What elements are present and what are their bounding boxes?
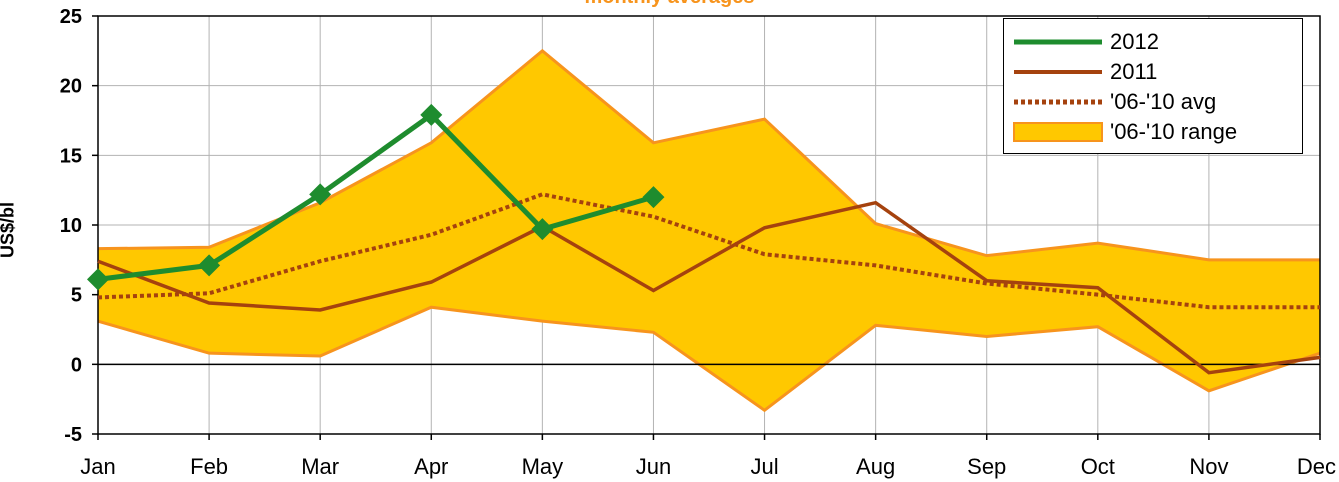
legend-item-range: '06-'10 range: [1012, 117, 1237, 147]
legend-swatch-range: [1013, 122, 1103, 142]
y-tick-label: 20: [60, 76, 82, 98]
legend-swatch-avg: [1014, 99, 1102, 105]
x-tick-label: Sep: [967, 454, 1006, 479]
x-tick-label: Feb: [190, 454, 228, 479]
chart-title: monthly averages: [0, 0, 1339, 9]
series-line-2012: [97, 111, 655, 282]
legend-label-avg: '06-'10 avg: [1110, 89, 1217, 114]
series-point-2012: [420, 103, 443, 126]
x-tick-label: Nov: [1189, 454, 1228, 479]
x-tick-label: Oct: [1081, 454, 1115, 479]
series-point-2012: [198, 254, 221, 277]
series-line-avg: [97, 192, 1320, 310]
legend: 2012 2011 '06-'10 avg '06-'10 range: [1003, 18, 1303, 154]
legend-item-2011: 2011: [1012, 57, 1157, 87]
x-tick-label: Dec: [1297, 454, 1336, 479]
legend-item-2012: 2012: [1012, 27, 1159, 57]
series-point-2012: [87, 268, 109, 291]
x-tick-label: Jun: [636, 454, 671, 479]
y-tick-label: -5: [64, 424, 82, 446]
y-tick-label: 10: [60, 215, 82, 237]
y-tick-label: 0: [71, 354, 82, 376]
legend-item-avg: '06-'10 avg: [1012, 87, 1216, 117]
y-tick-label: 25: [60, 6, 82, 28]
x-tick-label: Aug: [856, 454, 895, 479]
x-tick-label: Jul: [750, 454, 778, 479]
range-band-low-edge: [97, 305, 1321, 413]
range-band-high-edge: [97, 48, 1320, 262]
x-tick-label: Jan: [80, 454, 115, 479]
x-tick-label: Apr: [414, 454, 448, 479]
series-line-2011: [97, 200, 1321, 375]
legend-swatch-2012: [1014, 39, 1102, 45]
legend-label-2012: 2012: [1110, 29, 1159, 54]
series-point-2012: [531, 218, 554, 241]
x-tick-label: Mar: [301, 454, 339, 479]
legend-label-range: '06-'10 range: [1110, 119, 1238, 144]
legend-label-2011: 2011: [1110, 59, 1158, 84]
series-point-2012: [642, 186, 665, 209]
y-tick-label: 15: [60, 145, 82, 167]
legend-swatch-2011: [1014, 70, 1102, 74]
range-band: [98, 50, 1320, 411]
series-point-2012: [309, 183, 332, 206]
x-tick-label: May: [522, 454, 564, 479]
y-tick-label: 5: [71, 285, 82, 307]
